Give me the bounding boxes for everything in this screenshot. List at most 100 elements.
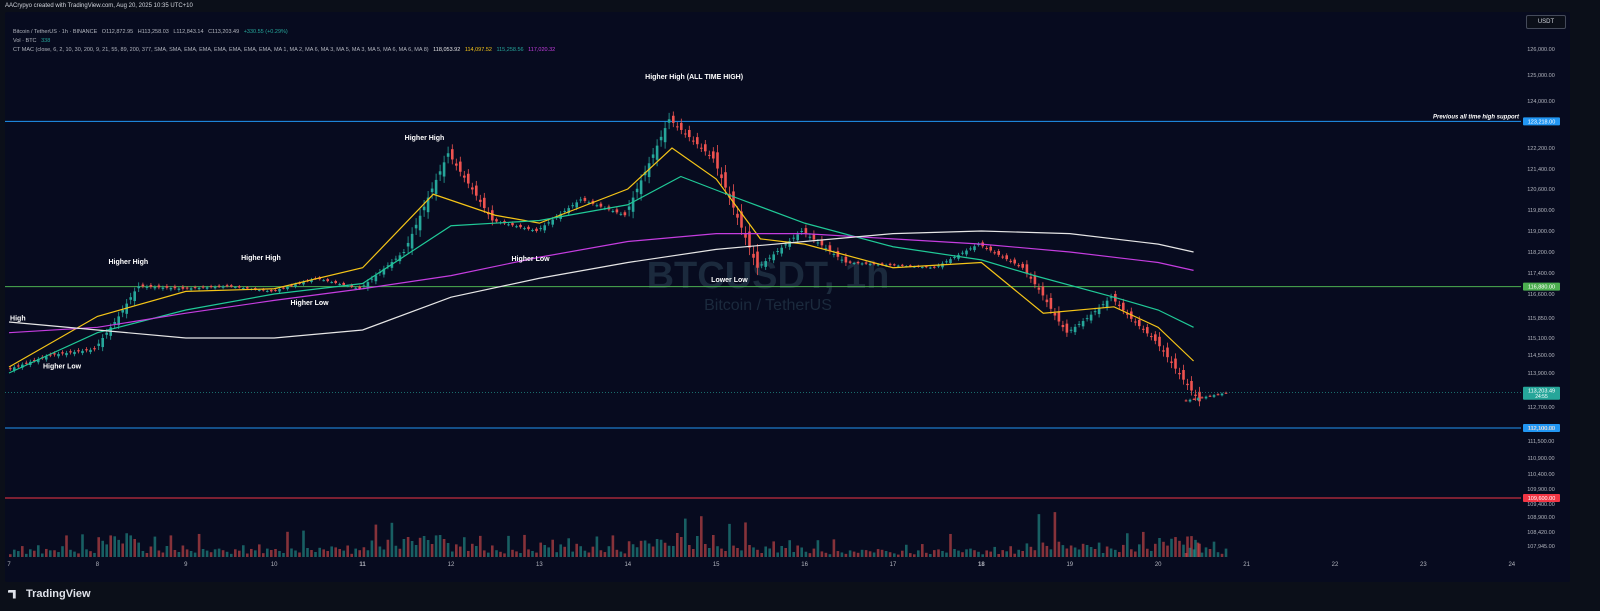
candle-body [217,285,221,287]
volume-bar [744,522,747,557]
volume-bar [278,551,281,557]
volume-bar [651,546,655,557]
candle-body [1009,260,1012,262]
candle-body [446,153,450,157]
candle-body [422,206,426,211]
candle-body [563,210,566,212]
candle-body [475,185,478,196]
volume-bar [1013,553,1016,557]
candle-body [81,350,84,354]
candle-body [816,242,820,244]
volume-bar [720,548,723,557]
candle-body [1101,304,1105,306]
volume-bar [953,549,956,557]
candle-body [820,239,824,246]
candle-body [137,286,140,289]
x-axis-tick: 10 [271,562,278,568]
legend-high: H113,258.03 [137,29,169,35]
candle-body [161,287,165,289]
candle-body [599,203,603,207]
candle-body [868,263,872,265]
volume-bar [559,544,562,557]
candle-body [97,343,100,346]
candle-body [73,351,76,355]
volume-bar [358,550,361,557]
candle-body [1105,300,1109,308]
annotation-label: Higher Low [511,256,550,263]
candle-body [49,354,52,356]
volume-bar [217,548,221,557]
annotation-label: Lower Low [711,277,748,284]
candle-body [157,285,161,288]
volume-bar [105,544,108,557]
candle-body [418,215,422,231]
candle-body [973,246,976,251]
volume-bar [631,544,635,557]
candle-body [362,285,366,287]
volume-bar [659,539,663,557]
volume-bar [326,551,329,557]
legend-symbol-title[interactable]: Bitcoin / TetherUS · 1h · BINANCE [13,29,98,35]
legend-volume-label[interactable]: Vol · BTC [13,38,37,44]
volume-bar [242,545,245,557]
volume-bar [913,554,916,557]
candle-body [113,322,116,325]
volume-bar [1118,552,1121,557]
candle-body [258,289,261,291]
chart-panel[interactable]: BTCUSDT, 1h Bitcoin / TetherUS Previous al… [5,12,1570,582]
volume-bar [868,551,872,557]
candle-body [921,267,924,269]
candle-body [221,286,225,288]
candle-body [631,197,635,212]
candle-body [334,281,337,284]
level-price-label: 123,218.00 [1528,119,1556,125]
candle-body [519,224,522,228]
volume-bar [9,554,12,557]
volume-bar [647,543,651,557]
moving-average-line [8,147,1194,368]
candle-body [322,280,325,282]
volume-bar [1073,547,1077,557]
legend-indicator-label[interactable]: CT MAC (close, 6, 2, 10, 30, 200, 9, 21,… [13,47,429,53]
volume-bar [258,544,261,557]
volume-bar [97,537,100,557]
candle-body [302,281,305,285]
candle-body [953,257,956,259]
volume-bar [792,552,795,557]
candle-body [708,154,711,156]
volume-bar [680,537,683,557]
volume-bar [844,553,848,557]
volume-bar [977,551,980,557]
volume-bar [1041,542,1045,557]
y-axis-tick: 108,900.00 [1527,515,1555,521]
candle-body [547,222,550,224]
volume-bar [165,546,169,557]
candle-body [688,129,691,138]
volume-bar [1190,536,1193,557]
volume-bar [1162,541,1165,557]
volume-bar [426,540,430,557]
candle-body [712,151,715,159]
volume-bar [1049,549,1053,557]
candle-body [804,228,808,234]
candle-body [663,128,667,143]
candle-body [989,246,992,251]
level-price-tag [1523,494,1560,502]
candle-body [430,188,434,193]
candle-body [141,284,145,287]
currency-badge[interactable]: USDT [1526,15,1566,29]
candle-body [587,202,591,204]
candle-body [410,233,414,249]
candle-body [672,115,675,123]
volume-bar [864,550,868,557]
volume-bar [487,552,490,557]
candle-body [173,286,177,289]
x-axis-tick: 12 [448,562,455,568]
volume-bar [1057,541,1061,557]
volume-bar [406,537,410,557]
tradingview-logo[interactable]: TradingView [8,588,91,600]
volume-bar [736,548,739,557]
candle-body [262,289,265,291]
volume-bar [201,549,205,557]
